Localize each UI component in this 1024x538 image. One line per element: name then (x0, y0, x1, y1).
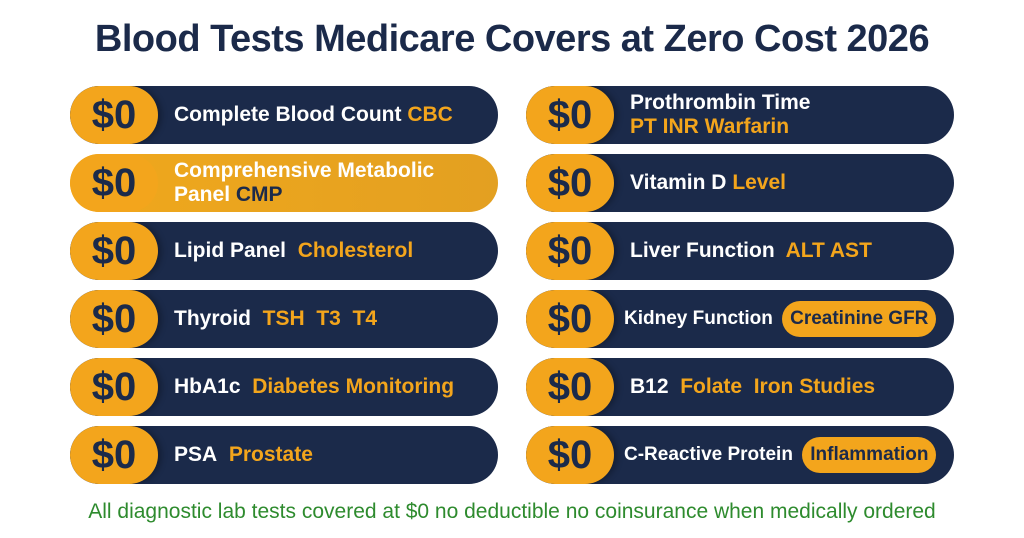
test-label: Prothrombin Time PT INR Warfarin (614, 91, 810, 139)
test-row-cbc: $0 Complete Blood Count CBC (70, 86, 498, 144)
test-row-pt-inr: $0 Prothrombin Time PT INR Warfarin (526, 86, 954, 144)
test-row-cmp: $0 Comprehensive Metabolic Panel CMP (70, 154, 498, 212)
test-name: Thyroid (174, 307, 251, 330)
test-detail: Level (732, 171, 787, 194)
test-row-kidney: $0 Kidney Function Creatinine GFR (526, 290, 954, 348)
test-detail: TSH T3 T4 (262, 307, 378, 330)
test-label: C-Reactive Protein Inflammation (614, 437, 937, 473)
price-badge: $0 (526, 290, 614, 348)
test-label: B12 Folate Iron Studies (614, 375, 875, 399)
test-name: Lipid Panel (174, 239, 287, 262)
price-badge: $0 (70, 426, 158, 484)
test-detail: CBC (407, 103, 453, 126)
test-detail: ALT AST (785, 239, 872, 262)
test-name: B12 (630, 375, 669, 398)
test-row-hba1c: $0 HbA1c Diabetes Monitoring (70, 358, 498, 416)
price-badge: $0 (70, 222, 158, 280)
price-badge: $0 (70, 290, 158, 348)
test-row-b12: $0 B12 Folate Iron Studies (526, 358, 954, 416)
price-badge: $0 (526, 154, 614, 212)
test-name: Comprehensive Metabolic (174, 159, 435, 182)
test-detail: Prostate (228, 443, 313, 466)
test-row-vitamin-d: $0 Vitamin D Level (526, 154, 954, 212)
page-title: Blood Tests Medicare Covers at Zero Cost… (94, 18, 930, 60)
test-label: Lipid Panel Cholesterol (158, 239, 413, 263)
test-row-crp: $0 C-Reactive Protein Inflammation (526, 426, 954, 484)
price-badge: $0 (526, 86, 614, 144)
test-detail: Cholesterol (297, 239, 414, 262)
test-label: HbA1c Diabetes Monitoring (158, 375, 454, 399)
test-row-psa: $0 PSA Prostate (70, 426, 498, 484)
test-label: Complete Blood Count CBC (158, 103, 453, 127)
test-name: Liver Function (630, 239, 775, 262)
test-label: Vitamin D Level (614, 171, 786, 195)
test-label: PSA Prostate (158, 443, 313, 467)
test-detail: Folate Iron Studies (680, 375, 876, 398)
test-row-liver: $0 Liver Function ALT AST (526, 222, 954, 280)
test-row-lipid: $0 Lipid Panel Cholesterol (70, 222, 498, 280)
test-label: Comprehensive Metabolic Panel CMP (158, 159, 434, 207)
test-label: Thyroid TSH T3 T4 (158, 307, 377, 331)
price-badge: $0 (70, 154, 158, 212)
price-badge: $0 (526, 222, 614, 280)
price-badge: $0 (526, 358, 614, 416)
footer-note: All diagnostic lab tests covered at $0 n… (88, 500, 936, 523)
test-name: Prothrombin Time (630, 91, 811, 114)
test-name-line2: Panel (174, 183, 231, 206)
test-name: HbA1c (174, 375, 241, 398)
test-name: Complete Blood Count (174, 103, 402, 126)
test-name: C-Reactive Protein (624, 444, 793, 465)
left-column: $0 Complete Blood Count CBC $0 Comprehen… (70, 86, 498, 494)
test-name: Kidney Function (624, 308, 773, 329)
test-label: Liver Function ALT AST (614, 239, 872, 263)
test-name: PSA (174, 443, 218, 466)
test-label: Kidney Function Creatinine GFR (614, 301, 937, 337)
price-badge: $0 (70, 86, 158, 144)
right-column: $0 Prothrombin Time PT INR Warfarin $0 V… (526, 86, 954, 494)
test-detail: PT INR Warfarin (630, 115, 790, 138)
test-detail-chip: Inflammation (802, 437, 937, 473)
price-badge: $0 (526, 426, 614, 484)
price-badge: $0 (70, 358, 158, 416)
test-detail: Diabetes Monitoring (252, 375, 455, 398)
test-name: Vitamin D (630, 171, 727, 194)
test-row-thyroid: $0 Thyroid TSH T3 T4 (70, 290, 498, 348)
test-detail-chip: Creatinine GFR (782, 301, 937, 337)
test-detail: CMP (235, 183, 283, 206)
